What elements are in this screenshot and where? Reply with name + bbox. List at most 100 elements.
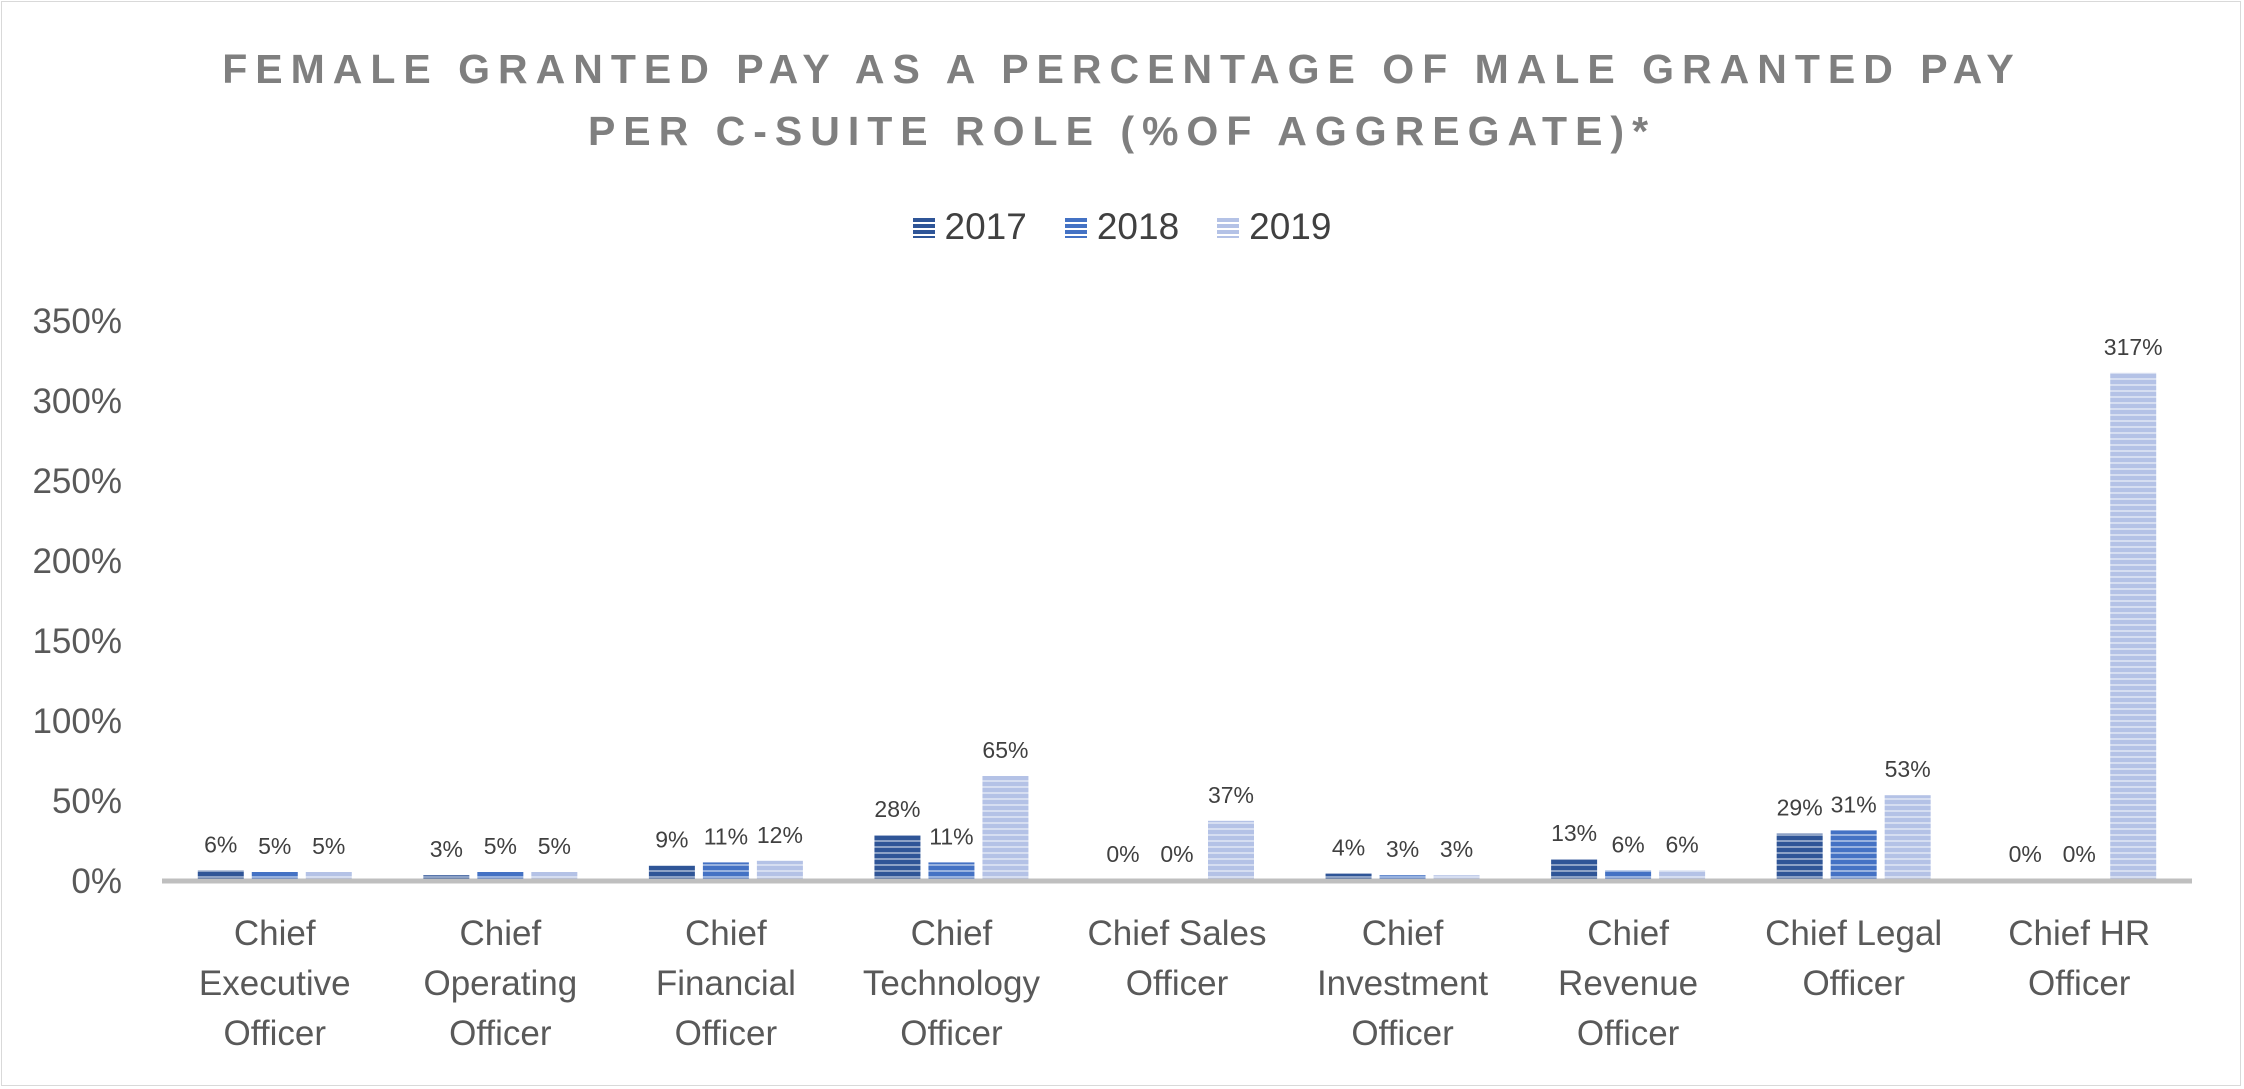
x-category-label-line: Chief	[685, 914, 767, 953]
x-category-label-line: Officer	[1577, 1014, 1680, 1053]
bar-2019	[756, 860, 803, 880]
data-label-2018: 11%	[704, 823, 748, 849]
y-tick-label: 50%	[52, 782, 122, 821]
chart-legend: 2017 2018 2019	[0, 206, 2244, 248]
data-label-2018: 3%	[1386, 836, 1419, 862]
legend-label-2017: 2017	[944, 206, 1027, 247]
bar-2019	[1884, 795, 1931, 880]
data-label-2018: 0%	[1160, 841, 1193, 867]
bar-2017	[1551, 859, 1598, 880]
data-label-2017: 0%	[1106, 841, 1139, 867]
legend-swatch-2018	[1064, 216, 1087, 238]
legend-item-2018: 2018	[1064, 206, 1180, 248]
bar-2017	[648, 865, 695, 880]
x-category-label-line: Chief	[234, 914, 316, 953]
data-label-2017: 9%	[655, 827, 688, 853]
bar-2018	[477, 872, 524, 880]
y-tick-label: 200%	[32, 542, 122, 581]
x-category-label-line: Officer	[1351, 1014, 1454, 1053]
bar-2018	[1379, 875, 1426, 880]
legend-item-2017: 2017	[912, 206, 1027, 248]
data-label-2018: 6%	[1611, 831, 1644, 857]
y-tick-label: 300%	[32, 382, 122, 421]
x-category-label: Chief Financial Officer	[656, 914, 796, 1053]
x-category-label: Chief HR Officer	[2008, 914, 2150, 1003]
data-label-2018: 11%	[929, 823, 973, 849]
x-category-label-line: Executive	[199, 964, 351, 1003]
data-label-2018: 31%	[1831, 791, 1877, 817]
data-label-2019: 37%	[1208, 782, 1254, 808]
chart-title-line-1: FEMALE GRANTED PAY AS A PERCENTAGE OF MA…	[222, 46, 2022, 92]
y-tick-label: 150%	[32, 622, 122, 661]
data-label-2017: 3%	[430, 836, 463, 862]
data-label-2019: 317%	[2104, 334, 2163, 360]
x-category-label-line: Investment	[1317, 964, 1488, 1003]
x-category-label-line: Chief	[1587, 914, 1669, 953]
x-category-label: Chief Revenue Officer	[1558, 914, 1698, 1053]
bar-2018	[1605, 870, 1652, 880]
x-category-label-line: Officer	[2028, 964, 2131, 1003]
data-label-2018: 5%	[258, 833, 291, 859]
x-category-label-line: Chief	[1362, 914, 1444, 953]
bar-2018	[1830, 830, 1877, 880]
x-category-label-line: Chief Legal	[1765, 914, 1942, 953]
x-category-label-line: Chief	[459, 914, 541, 953]
data-label-2019: 3%	[1440, 836, 1473, 862]
bar-2017	[874, 835, 921, 880]
x-category-label: Chief Executive Officer	[199, 914, 351, 1053]
y-tick-label: 250%	[32, 462, 122, 501]
data-label-2019: 12%	[757, 822, 803, 848]
chart-title-line-2: PER C-SUITE ROLE (%OF AGGREGATE)*	[587, 108, 1657, 154]
data-label-2019: 5%	[312, 833, 345, 859]
data-label-2019: 65%	[982, 737, 1028, 763]
data-label-2017: 0%	[2009, 841, 2042, 867]
x-category-label-line: Officer	[900, 1014, 1003, 1053]
x-category-label-line: Officer	[224, 1014, 327, 1053]
bar-2017	[1776, 833, 1823, 880]
x-category-label-line: Officer	[449, 1014, 552, 1053]
data-label-2017: 4%	[1332, 835, 1365, 861]
x-category-label-line: Revenue	[1558, 964, 1698, 1003]
legend-label-2018: 2018	[1096, 206, 1180, 247]
data-label-2018: 0%	[2063, 841, 2096, 867]
bar-2017	[423, 875, 470, 880]
bar-2019	[1659, 870, 1706, 880]
bar-2019	[2110, 372, 2157, 880]
data-label-2017: 13%	[1551, 820, 1597, 846]
x-category-label-line: Technology	[863, 964, 1041, 1003]
legend-swatch-2017	[912, 216, 935, 238]
data-label-2019: 6%	[1665, 831, 1698, 857]
y-tick-label: 350%	[32, 302, 122, 341]
x-category-label: Chief Technology Officer	[863, 914, 1041, 1053]
x-category-label-line: Chief Sales	[1088, 914, 1267, 953]
y-tick-label: 100%	[32, 702, 122, 741]
legend-swatch-2019	[1217, 216, 1240, 238]
x-category-label-line: Officer	[675, 1014, 778, 1053]
data-label-2019: 5%	[538, 833, 571, 859]
bar-2017	[1325, 873, 1372, 880]
x-category-label-line: Officer	[1126, 964, 1229, 1003]
x-category-label-line: Operating	[423, 964, 577, 1003]
bar-2019	[305, 872, 352, 880]
bar-2018	[928, 862, 975, 880]
x-category-label: Chief Sales Officer	[1088, 914, 1267, 1003]
data-label-2017: 6%	[204, 831, 237, 857]
bar-2019	[1208, 820, 1254, 880]
bar-2017	[197, 870, 244, 880]
bar-2018	[702, 862, 749, 880]
x-category-label: Chief Investment Officer	[1317, 914, 1488, 1053]
x-category-label-line: Chief HR	[2008, 914, 2150, 953]
x-category-label-line: Financial	[656, 964, 796, 1003]
data-label-2017: 29%	[1777, 795, 1823, 821]
y-tick-label: 0%	[71, 862, 122, 901]
bar-2019	[982, 776, 1029, 880]
x-category-label: Chief Legal Officer	[1765, 914, 1942, 1003]
bar-2019	[1433, 875, 1480, 880]
data-label-2017: 28%	[874, 796, 920, 822]
bar-2019	[531, 872, 578, 880]
x-category-label: Chief Operating Officer	[423, 914, 577, 1053]
data-label-2019: 53%	[1885, 756, 1931, 782]
legend-label-2019: 2019	[1249, 206, 1332, 247]
